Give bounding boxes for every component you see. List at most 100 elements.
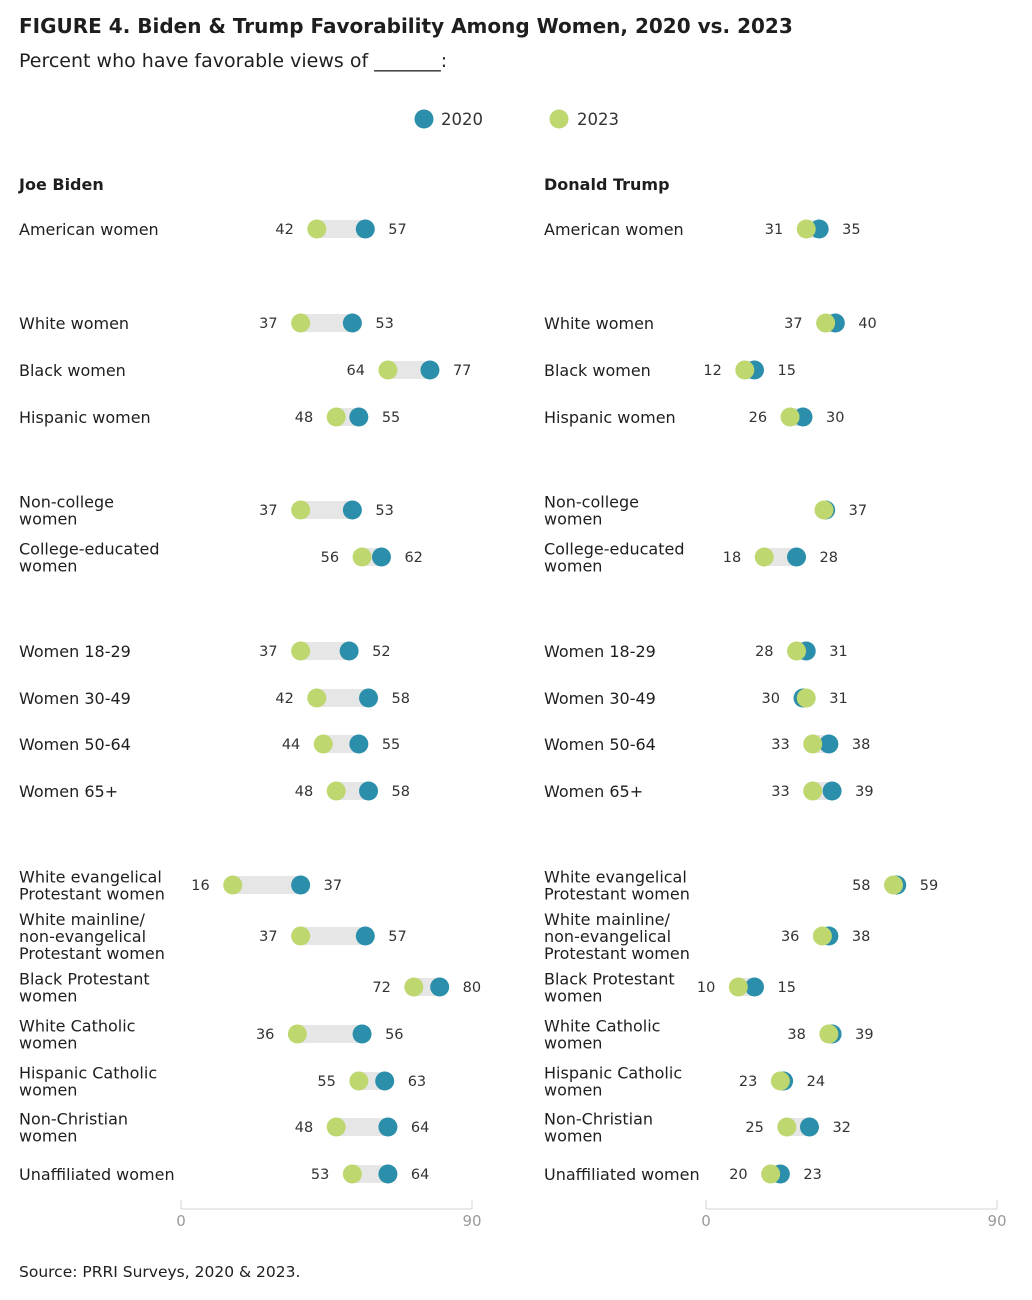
category-label-biden: Hispanic women bbox=[19, 408, 151, 427]
dot-2023-trump bbox=[754, 547, 774, 567]
dot-2023-trump bbox=[803, 781, 823, 801]
value-label-2023-trump: 23 bbox=[739, 1074, 757, 1090]
value-label-2023-trump: 33 bbox=[771, 737, 789, 753]
category-label-trump: Women 50-64 bbox=[544, 735, 656, 754]
value-label-2020-trump: 15 bbox=[778, 363, 796, 379]
category-label-biden: women bbox=[19, 1127, 77, 1146]
category-label-trump: White women bbox=[544, 314, 654, 333]
category-label-biden: women bbox=[19, 510, 77, 529]
value-label-2023-trump: 20 bbox=[729, 1167, 747, 1183]
dot-2023-trump bbox=[728, 977, 748, 997]
category-label-trump: Women 18-29 bbox=[544, 642, 656, 661]
value-label-2023-biden: 56 bbox=[321, 550, 339, 566]
category-label-biden: Women 65+ bbox=[19, 782, 118, 801]
dot-2023-biden bbox=[291, 500, 311, 520]
category-label-biden: Protestant women bbox=[19, 885, 165, 904]
category-label-biden: Non-college bbox=[19, 493, 114, 512]
category-label-biden: White evangelical bbox=[19, 868, 162, 887]
value-label-2023-trump: 37 bbox=[784, 316, 802, 332]
value-label-2020-biden: 55 bbox=[382, 410, 400, 426]
dot-2023-biden bbox=[378, 360, 398, 380]
dot-2023-biden bbox=[291, 313, 311, 333]
dot-2020-biden bbox=[359, 781, 379, 801]
dot-2023-biden bbox=[287, 1024, 307, 1044]
value-label-2023-trump: 12 bbox=[703, 363, 721, 379]
dot-2023-trump bbox=[796, 688, 816, 708]
dot-2020-biden bbox=[375, 1071, 395, 1091]
category-label-biden: Protestant women bbox=[19, 944, 165, 963]
category-label-trump: College-educated bbox=[544, 540, 684, 559]
category-label-trump: women bbox=[544, 987, 602, 1006]
value-label-2020-biden: 52 bbox=[372, 644, 390, 660]
value-label-2023-biden: 42 bbox=[275, 222, 293, 238]
dot-2023-trump bbox=[814, 500, 834, 520]
dot-2020-biden bbox=[378, 1117, 398, 1137]
category-label-trump: Women 65+ bbox=[544, 782, 643, 801]
x-tick-label-biden: 0 bbox=[176, 1212, 186, 1230]
dot-2023-biden bbox=[326, 781, 346, 801]
x-tick-label-trump: 90 bbox=[987, 1212, 1006, 1230]
category-label-biden: Hispanic Catholic bbox=[19, 1064, 157, 1083]
dot-2023-biden bbox=[352, 547, 372, 567]
value-label-2020-trump: 15 bbox=[778, 980, 796, 996]
dot-2023-trump bbox=[780, 407, 800, 427]
category-label-biden: Black women bbox=[19, 361, 126, 380]
value-label-2020-trump: 39 bbox=[855, 784, 873, 800]
category-label-trump: women bbox=[544, 510, 602, 529]
category-label-biden: non-evangelical bbox=[19, 927, 146, 946]
value-label-2023-biden: 36 bbox=[256, 1027, 274, 1043]
dot-2020-trump bbox=[787, 547, 807, 567]
value-label-2023-biden: 72 bbox=[372, 980, 390, 996]
value-label-2023-biden: 64 bbox=[346, 363, 364, 379]
dot-2023-biden bbox=[307, 688, 327, 708]
category-label-biden: White women bbox=[19, 314, 129, 333]
value-label-2023-trump: 25 bbox=[745, 1120, 763, 1136]
value-label-2020-biden: 64 bbox=[411, 1120, 429, 1136]
value-label-2023-trump: 26 bbox=[749, 410, 767, 426]
category-label-trump: Unaffiliated women bbox=[544, 1165, 700, 1184]
value-label-2020-biden: 55 bbox=[382, 737, 400, 753]
category-label-trump: Hispanic women bbox=[544, 408, 676, 427]
category-label-trump: White mainline/ bbox=[544, 910, 670, 929]
value-label-2023-trump: 10 bbox=[697, 980, 715, 996]
value-label-2023-biden: 48 bbox=[295, 410, 313, 426]
dot-2020-biden bbox=[355, 926, 375, 946]
dot-2020-biden bbox=[339, 641, 359, 661]
value-label-2020-trump: 35 bbox=[842, 222, 860, 238]
value-label-2020-trump: 23 bbox=[803, 1167, 821, 1183]
category-label-trump: Protestant women bbox=[544, 885, 690, 904]
dot-2020-biden bbox=[430, 977, 450, 997]
dot-2020-trump bbox=[819, 734, 839, 754]
panel-title-biden: Joe Biden bbox=[18, 175, 104, 194]
value-label-2020-trump: 40 bbox=[858, 316, 876, 332]
legend-label-2023: 2023 bbox=[577, 110, 619, 129]
dot-2023-trump bbox=[777, 1117, 797, 1137]
category-label-biden: Women 18-29 bbox=[19, 642, 131, 661]
value-label-2023-biden: 55 bbox=[317, 1074, 335, 1090]
value-label-2020-biden: 80 bbox=[463, 980, 481, 996]
value-label-2020-biden: 77 bbox=[453, 363, 471, 379]
category-label-trump: Hispanic Catholic bbox=[544, 1064, 682, 1083]
dot-2020-biden bbox=[371, 547, 391, 567]
value-label-2020-trump: 30 bbox=[762, 691, 780, 707]
dot-2023-trump bbox=[884, 875, 904, 895]
value-label-2020-trump: 31 bbox=[829, 644, 847, 660]
category-label-biden: Women 30-49 bbox=[19, 689, 131, 708]
category-label-biden: women bbox=[19, 1034, 77, 1053]
category-label-trump: Black women bbox=[544, 361, 651, 380]
dot-2020-trump bbox=[822, 781, 842, 801]
dot-2023-biden bbox=[349, 1071, 369, 1091]
value-label-2023-biden: 37 bbox=[259, 929, 277, 945]
category-label-trump: women bbox=[544, 1127, 602, 1146]
value-label-2020-biden: 53 bbox=[375, 503, 393, 519]
value-label-2023-trump: 33 bbox=[771, 784, 789, 800]
dot-2020-biden bbox=[420, 360, 440, 380]
value-label-2023-biden: 48 bbox=[295, 784, 313, 800]
value-label-2020-trump: 32 bbox=[832, 1120, 850, 1136]
dot-2023-trump bbox=[819, 1024, 839, 1044]
dot-2023-trump bbox=[770, 1071, 790, 1091]
dot-2020-biden bbox=[355, 219, 375, 239]
value-label-2020-biden: 58 bbox=[392, 784, 410, 800]
dot-2023-biden bbox=[342, 1164, 362, 1184]
dot-2020-trump bbox=[799, 1117, 819, 1137]
